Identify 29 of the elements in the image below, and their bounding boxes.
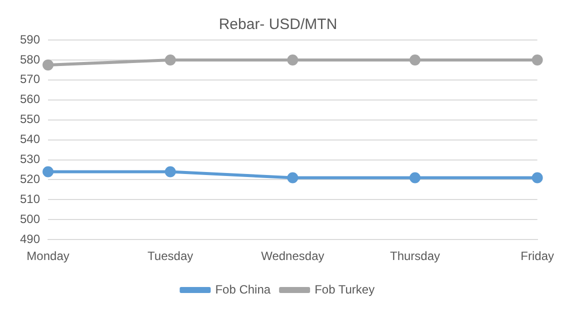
y-tick-label: 540 — [20, 132, 40, 146]
y-tick-label: 570 — [20, 72, 40, 86]
point — [42, 166, 54, 178]
y-tick-label: 510 — [20, 192, 40, 206]
point — [410, 172, 421, 184]
point — [532, 172, 543, 184]
point — [164, 166, 176, 178]
y-tick-label: 490 — [20, 232, 40, 246]
x-tick-label: Tuesday — [148, 249, 194, 264]
x-tick-label: Monday — [26, 249, 70, 264]
point — [287, 172, 298, 184]
legend-label: Fob Turkey — [314, 282, 375, 296]
point — [410, 54, 421, 66]
point — [164, 54, 176, 66]
y-tick-label: 500 — [20, 212, 40, 226]
chart-title: Rebar- USD/MTN — [218, 16, 338, 34]
x-tick-label: Friday — [520, 249, 554, 264]
y-tick-label: 530 — [20, 152, 40, 166]
point — [42, 59, 54, 70]
legend-label: Fob China — [215, 282, 271, 296]
y-tick-label: 550 — [20, 112, 40, 126]
y-tick-label: 520 — [20, 172, 40, 186]
y-tick-label: 580 — [20, 52, 40, 66]
y-tick-label: 590 — [20, 32, 40, 46]
y-tick-label: 560 — [20, 92, 40, 106]
x-tick-label: Thursday — [390, 249, 440, 264]
point — [532, 54, 543, 66]
x-tick-label: Wednesday — [261, 249, 324, 264]
point — [287, 54, 298, 66]
